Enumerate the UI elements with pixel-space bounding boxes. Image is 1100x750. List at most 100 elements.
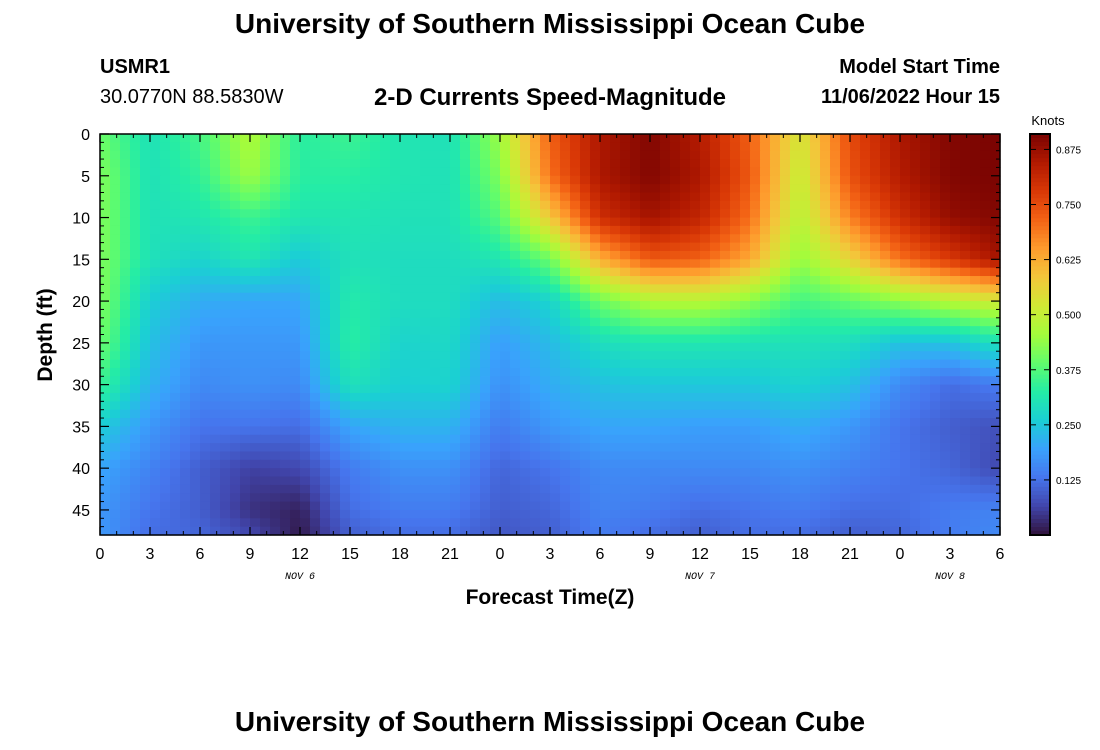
- heatmap-cell: [880, 225, 891, 235]
- heatmap-cell: [830, 134, 841, 143]
- heatmap-cell: [460, 159, 471, 169]
- heatmap-cell: [770, 501, 781, 511]
- heatmap-cell: [480, 451, 491, 461]
- heatmap-cell: [510, 376, 521, 386]
- heatmap-cell: [190, 250, 201, 260]
- heatmap-cell: [870, 376, 881, 386]
- heatmap-cell: [130, 376, 141, 386]
- heatmap-cell: [850, 518, 861, 528]
- heatmap-cell: [100, 225, 111, 235]
- heatmap-cell: [180, 451, 191, 461]
- heatmap-cell: [400, 209, 411, 219]
- heatmap-cell: [840, 451, 851, 461]
- heatmap-cell: [840, 526, 851, 536]
- heatmap-cell: [650, 225, 661, 235]
- heatmap-cell: [530, 326, 541, 336]
- heatmap-cell: [870, 250, 881, 260]
- heatmap-cell: [240, 326, 251, 336]
- heatmap-cell: [800, 409, 811, 419]
- heatmap-cell: [230, 459, 241, 469]
- heatmap-cell: [550, 142, 561, 152]
- heatmap-cell: [140, 259, 151, 269]
- heatmap-cell: [580, 259, 591, 269]
- heatmap-cell: [280, 192, 291, 202]
- heatmap-cell: [520, 443, 531, 453]
- heatmap-cell: [240, 476, 251, 486]
- heatmap-cell: [400, 284, 411, 294]
- heatmap-cell: [820, 351, 831, 361]
- heatmap-cell: [310, 451, 321, 461]
- heatmap-cell: [600, 292, 611, 302]
- heatmap-cell: [470, 284, 481, 294]
- heatmap-cell: [790, 200, 801, 210]
- heatmap-cell: [620, 217, 631, 227]
- heatmap-cell: [430, 267, 441, 277]
- heatmap-cell: [690, 175, 701, 185]
- heatmap-cell: [150, 359, 161, 369]
- heatmap-cell: [410, 484, 421, 494]
- heatmap-cell: [800, 526, 811, 536]
- heatmap-cell: [200, 392, 211, 402]
- heatmap-cell: [950, 476, 961, 486]
- heatmap-cell: [980, 192, 991, 202]
- heatmap-cell: [950, 234, 961, 244]
- heatmap-cell: [480, 443, 491, 453]
- heatmap-cell: [630, 276, 641, 285]
- heatmap-cell: [100, 376, 111, 386]
- heatmap-cell: [790, 184, 801, 194]
- heatmap-cell: [170, 509, 181, 519]
- heatmap-cell: [390, 426, 401, 436]
- heatmap-cell: [900, 451, 911, 461]
- heatmap-cell: [490, 426, 501, 436]
- heatmap-cell: [350, 317, 361, 327]
- colorbar-segment: [1030, 518, 1050, 524]
- heatmap-cell: [740, 301, 751, 311]
- heatmap-cell: [790, 384, 801, 394]
- heatmap-cell: [140, 401, 151, 411]
- heatmap-cell: [620, 250, 631, 260]
- colorbar-tick-label: 0.750: [1056, 201, 1081, 212]
- heatmap-cell: [980, 451, 991, 461]
- heatmap-cell: [500, 376, 511, 386]
- heatmap-cell: [150, 342, 161, 352]
- heatmap-cell: [630, 175, 641, 185]
- heatmap-cell: [220, 384, 231, 394]
- heatmap-cell: [230, 192, 241, 202]
- heatmap-cell: [920, 250, 931, 260]
- heatmap-cell: [650, 259, 661, 269]
- heatmap-cell: [780, 367, 791, 377]
- heatmap-cell: [840, 326, 851, 336]
- heatmap-cell: [730, 409, 741, 419]
- heatmap-cell: [910, 225, 921, 235]
- colorbar-segment: [1030, 410, 1050, 416]
- heatmap-cell: [200, 434, 211, 444]
- heatmap-cell: [590, 443, 601, 453]
- heatmap-cell: [920, 317, 931, 327]
- heatmap-cell: [590, 309, 601, 319]
- heatmap-cell: [610, 167, 621, 177]
- heatmap-cell: [770, 401, 781, 411]
- heatmap-cell: [610, 459, 621, 469]
- heatmap-cell: [800, 351, 811, 361]
- heatmap-cell: [160, 443, 171, 453]
- heatmap-cell: [250, 326, 261, 336]
- heatmap-cell: [870, 284, 881, 294]
- heatmap-cell: [640, 409, 651, 419]
- heatmap-cell: [560, 426, 571, 436]
- heatmap-cell: [660, 342, 671, 352]
- heatmap-cell: [840, 142, 851, 152]
- heatmap-cell: [240, 259, 251, 269]
- heatmap-cell: [300, 484, 311, 494]
- heatmap-cell: [350, 426, 361, 436]
- heatmap-cell: [830, 384, 841, 394]
- heatmap-cell: [820, 451, 831, 461]
- heatmap-cell: [940, 367, 951, 377]
- heatmap-cell: [980, 292, 991, 302]
- heatmap-cell: [420, 192, 431, 202]
- heatmap-cell: [310, 334, 321, 344]
- heatmap-cell: [850, 493, 861, 503]
- heatmap-cell: [430, 401, 441, 411]
- heatmap-cell: [950, 301, 961, 311]
- heatmap-cell: [600, 401, 611, 411]
- heatmap-cell: [320, 225, 331, 235]
